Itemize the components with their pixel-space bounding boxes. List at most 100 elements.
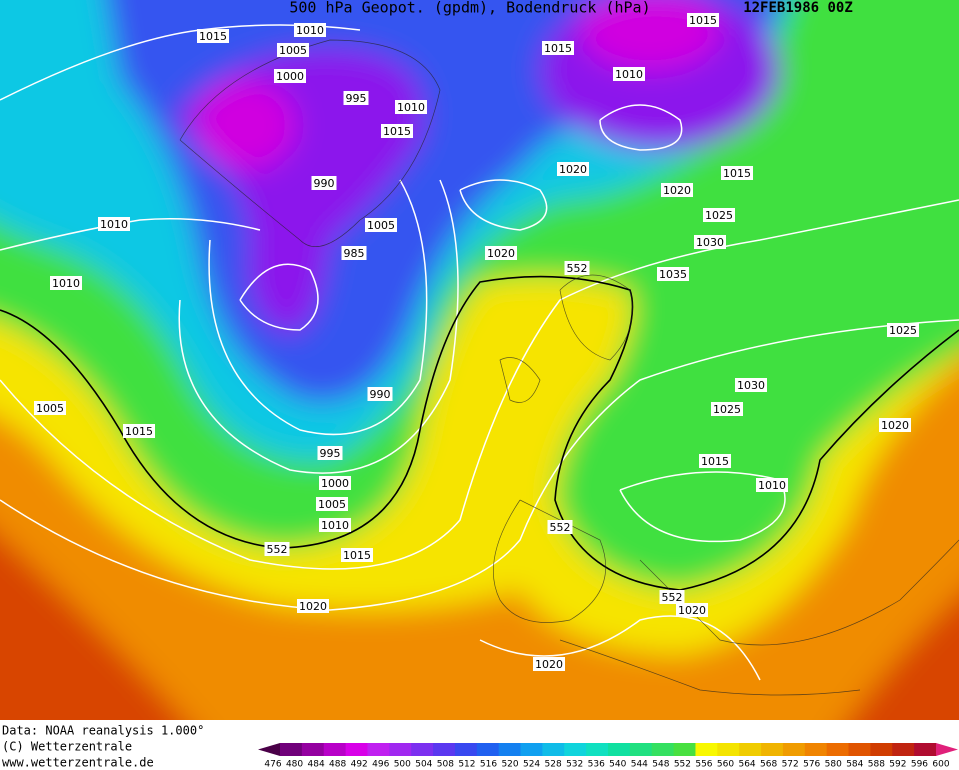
isobar-label: 1025 [711, 402, 743, 416]
colorbar-label: 588 [868, 760, 885, 770]
label-box [365, 218, 397, 232]
label-text: 552 [267, 543, 288, 556]
label-text: 1010 [100, 218, 128, 231]
isobar-label: 1035 [657, 267, 689, 281]
isobar-label: 985 [341, 246, 367, 260]
colorbar-swatch [608, 743, 631, 756]
isobar-label: 1030 [735, 378, 767, 392]
colorbar-label: 592 [889, 760, 906, 770]
isobar-label: 1015 [123, 424, 155, 438]
label-box [50, 276, 82, 290]
isobar-label: 1000 [274, 69, 306, 83]
colorbar-label: 512 [458, 760, 475, 770]
label-box [319, 518, 351, 532]
label-box [613, 67, 645, 81]
data-source: Data: NOAA reanalysis 1.000° [2, 724, 204, 738]
label-box [98, 217, 130, 231]
label-box [123, 424, 155, 438]
label-text: 1010 [615, 68, 643, 81]
isobar-label: 995 [343, 91, 369, 105]
colorbar-label: 516 [480, 760, 497, 770]
label-box [277, 43, 309, 57]
label-text: 1020 [559, 163, 587, 176]
colorbar-label: 552 [674, 760, 691, 770]
label-text: 1025 [705, 209, 733, 222]
label-box [297, 599, 329, 613]
label-box [311, 176, 337, 190]
colorbar-label: 484 [308, 760, 325, 770]
label-text: 1025 [889, 324, 917, 337]
colorbar-label: 572 [782, 760, 799, 770]
colorbar-swatch [586, 743, 609, 756]
label-box [657, 267, 689, 281]
isobar-label: 1020 [557, 162, 589, 176]
label-box [294, 23, 326, 37]
colorbar-swatch [629, 743, 653, 756]
label-text: 1020 [487, 247, 515, 260]
label-box [887, 323, 919, 337]
colorbar-swatch [542, 743, 565, 756]
isobar-label: 1005 [316, 497, 348, 511]
colorbar-label: 532 [566, 760, 583, 770]
colorbar-swatch [433, 743, 456, 756]
colorbar-swatch [476, 743, 500, 756]
copyright: (C) Wetterzentrale [2, 740, 132, 754]
label-text: 1030 [696, 236, 724, 249]
label-text: 1015 [343, 549, 371, 562]
colorbar-swatch [673, 743, 696, 756]
website: www.wetterzentrale.de [2, 756, 154, 770]
isobar-label: 1010 [98, 217, 130, 231]
label-box [319, 476, 351, 490]
label-text: 990 [370, 388, 391, 401]
label-box [381, 124, 413, 138]
colorbar-label: 568 [760, 760, 777, 770]
colorbar-swatch [323, 743, 347, 756]
isobar-label: 1010 [294, 23, 326, 37]
label-box [343, 91, 369, 105]
label-text: 990 [314, 177, 335, 190]
label-box [703, 208, 735, 222]
label-box [547, 520, 573, 534]
colorbar-swatch [848, 743, 871, 756]
label-box [676, 603, 708, 617]
label-text: 1010 [321, 519, 349, 532]
colorbar-swatch [258, 743, 280, 756]
label-text: 1020 [299, 600, 327, 613]
colorbar-swatch [826, 743, 850, 756]
colorbar-label: 600 [932, 760, 949, 770]
label-text: 1010 [296, 24, 324, 37]
coastlines [179, 39, 959, 696]
isobar-label: 1005 [277, 43, 309, 57]
isobar-label: 1010 [319, 518, 351, 532]
isobar-label: 1025 [703, 208, 735, 222]
label-box [687, 13, 719, 27]
colorbar-label: 556 [695, 760, 712, 770]
label-box [316, 497, 348, 511]
colorbar-swatch [695, 743, 718, 756]
label-box [557, 162, 589, 176]
label-text: 1015 [125, 425, 153, 438]
isobar-label: 1005 [365, 218, 397, 232]
label-text: 552 [662, 591, 683, 604]
colorbar-swatch [782, 743, 806, 756]
colorbar-swatch [914, 743, 937, 756]
isobar-label: 1020 [676, 603, 708, 617]
label-box [661, 183, 693, 197]
isobars [0, 24, 959, 681]
isobar-label: 1020 [533, 657, 565, 671]
colorbar-label: 500 [394, 760, 411, 770]
isobar-label: 1025 [887, 323, 919, 337]
colorbar-swatch [301, 743, 325, 756]
label-text: 1015 [689, 14, 717, 27]
colorbar-swatch [345, 743, 368, 756]
colorbar-label: 544 [631, 760, 648, 770]
label-box [721, 166, 753, 180]
isobar-label: 552 [547, 520, 573, 534]
label-text: 995 [320, 447, 341, 460]
label-text: 1000 [321, 477, 349, 490]
colorbar-label: 508 [437, 760, 454, 770]
label-box [756, 478, 788, 492]
label-box [735, 378, 767, 392]
label-text: 1025 [713, 403, 741, 416]
